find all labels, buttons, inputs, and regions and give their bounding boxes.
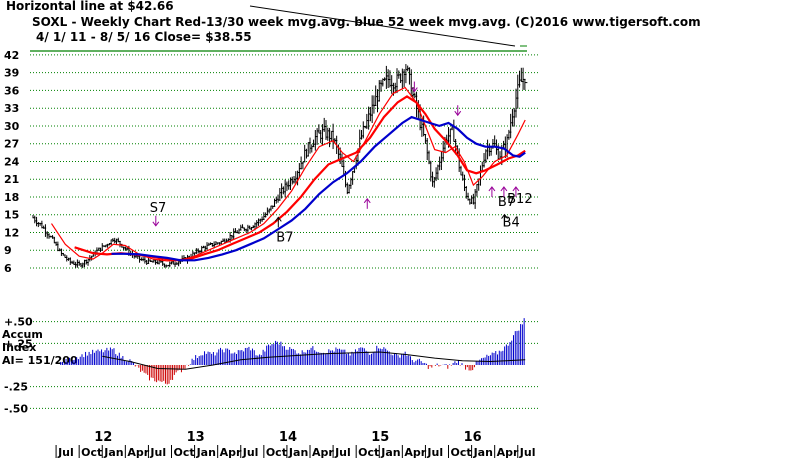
month-label: Apr	[404, 446, 426, 459]
month-label: Oct	[81, 446, 102, 459]
price-tick-label: 36	[4, 84, 20, 97]
year-label: 13	[187, 430, 205, 445]
signal-label-b4: B4	[503, 216, 520, 231]
price-tick-label: 24	[4, 155, 20, 168]
ma52-line	[111, 115, 526, 262]
sell-arrow-head	[410, 87, 418, 93]
month-label: Oct	[451, 446, 472, 459]
chart-header-line3: 4/ 1/ 11 - 8/ 5/ 16 Close= $38.55	[36, 30, 252, 44]
ma13-line	[51, 86, 526, 262]
price-tick-label: 42	[4, 49, 19, 62]
signal-label-s7: S7	[150, 201, 167, 216]
month-label: Oct	[174, 446, 195, 459]
horizontal-line	[30, 5, 527, 52]
year-label: 16	[464, 430, 482, 445]
accum-tick-label: +.50	[4, 316, 33, 329]
signal-label-b7: B7	[276, 230, 293, 245]
price-tick-label: 12	[4, 226, 19, 239]
month-label: Oct	[266, 446, 287, 459]
price-tick-label: 33	[4, 102, 19, 115]
month-label: Jul	[242, 446, 259, 459]
month-label: Jul	[334, 446, 351, 459]
month-label: Apr	[312, 446, 334, 459]
month-label: Apr	[127, 446, 149, 459]
sell-arrow-head	[152, 221, 160, 227]
year-label: 14	[279, 430, 297, 445]
month-label: Oct	[358, 446, 379, 459]
year-label: 15	[371, 430, 389, 445]
accum-label: AI= 151/200	[2, 354, 78, 367]
month-label: Jul	[519, 446, 536, 459]
ma30-line	[74, 95, 526, 262]
buy-arrow-head	[363, 197, 371, 204]
month-label: Jul	[149, 446, 166, 459]
price-tick-label: 21	[4, 173, 19, 186]
sell-arrow-head	[454, 110, 462, 117]
month-label: Jan	[473, 446, 493, 459]
buy-arrow-head	[274, 216, 282, 222]
buy-arrow-head	[488, 186, 496, 192]
price-tick-label: 30	[4, 120, 20, 133]
price-tick-label: 15	[4, 209, 19, 222]
month-label: Jul	[426, 446, 443, 459]
chart-header-line2: SOXL - Weekly Chart Red-13/30 week mvg.a…	[32, 15, 701, 29]
horizontal-line-pointer	[249, 5, 516, 47]
accum-tick-label: -.25	[4, 381, 28, 394]
price-grid	[30, 54, 540, 269]
month-label: Jan	[380, 446, 400, 459]
month-label: Apr	[220, 446, 242, 459]
accum-ma-line	[102, 351, 526, 370]
month-label: Jul	[57, 446, 74, 459]
buy-arrow-head	[500, 186, 508, 192]
chart-header-line1: Horizontal line at $42.66	[6, 0, 174, 13]
month-label: Jan	[288, 446, 308, 459]
price-y-axis: 6 9 12 15 18 21 24 27 30 33 36 39 42	[4, 49, 20, 275]
price-tick-label: 18	[4, 191, 19, 204]
signal-label-b7: B7	[498, 195, 515, 210]
accum-tick-label: +.25	[4, 337, 33, 350]
accum-tick-label: -.50	[4, 402, 28, 415]
price-tick-label: 9	[4, 244, 12, 257]
price-tick-label: 27	[4, 138, 19, 151]
accum-label: Index	[2, 341, 36, 354]
month-label: Jan	[196, 446, 216, 459]
signal-label-b12: B12	[507, 192, 532, 207]
month-label: Apr	[497, 446, 519, 459]
buy-arrow-head	[501, 213, 508, 219]
price-tick-label: 39	[4, 67, 19, 80]
accum-label: Accum	[2, 328, 43, 341]
moving-averages	[51, 86, 526, 262]
price-tick-label: 6	[4, 262, 12, 275]
buy-arrow-head	[512, 186, 520, 192]
month-label: Jan	[103, 446, 123, 459]
year-label: 12	[94, 430, 112, 445]
